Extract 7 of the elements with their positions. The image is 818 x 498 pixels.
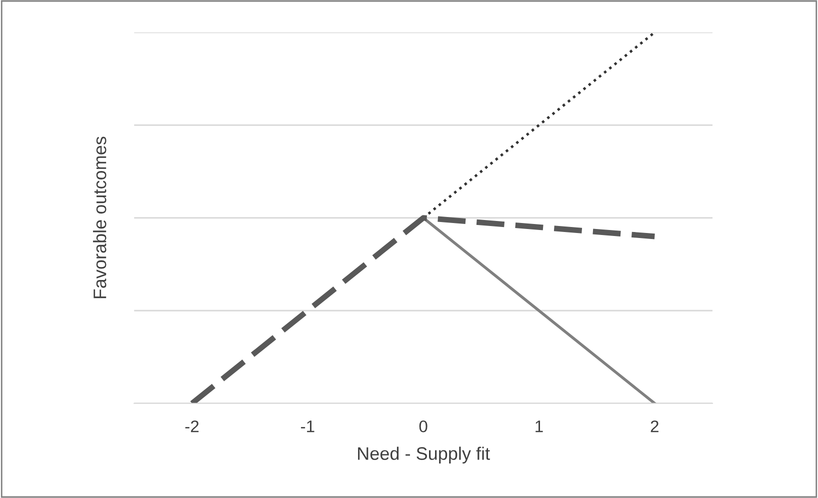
x-tick-label: 1 xyxy=(536,420,543,432)
x-tick-label: 2 xyxy=(650,420,658,432)
x-axis-title: Need - Supply fit xyxy=(358,446,490,464)
y-axis-title: Favorable outcomes xyxy=(93,136,106,298)
x-tick-label: -1 xyxy=(300,420,314,432)
x-tick-label: 0 xyxy=(419,420,428,432)
x-tick-label: -2 xyxy=(185,420,199,432)
